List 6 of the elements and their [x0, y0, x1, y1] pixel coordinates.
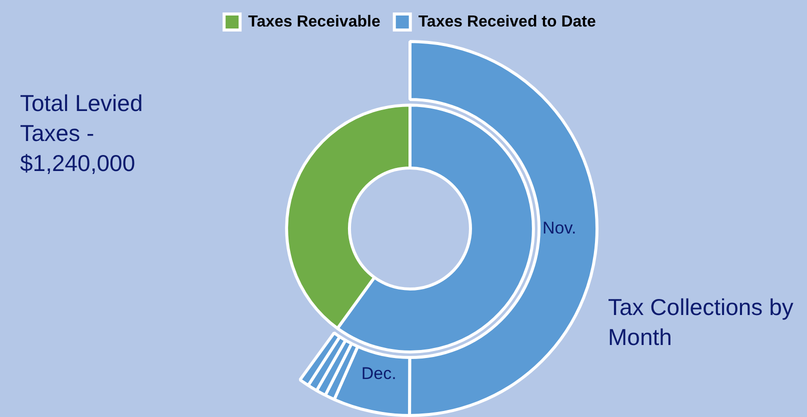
slice-label: Dec.	[361, 364, 396, 384]
legend-label: Taxes Received to Date	[418, 13, 596, 30]
text: Total Levied Taxes - $1,240,000	[20, 89, 144, 178]
legend-label: Taxes Receivable	[248, 13, 380, 30]
text: Tax Collections by Month	[608, 293, 794, 352]
slice-label: Nov.	[542, 218, 576, 238]
